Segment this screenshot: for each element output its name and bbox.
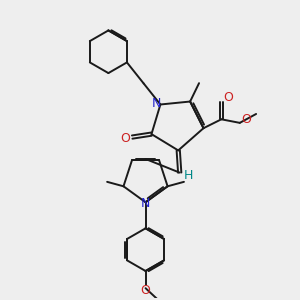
Text: N: N — [141, 197, 150, 210]
Text: O: O — [223, 92, 233, 104]
Text: N: N — [152, 97, 161, 110]
Text: O: O — [121, 132, 130, 145]
Text: O: O — [241, 113, 250, 126]
Text: H: H — [184, 169, 193, 182]
Text: O: O — [140, 284, 150, 297]
